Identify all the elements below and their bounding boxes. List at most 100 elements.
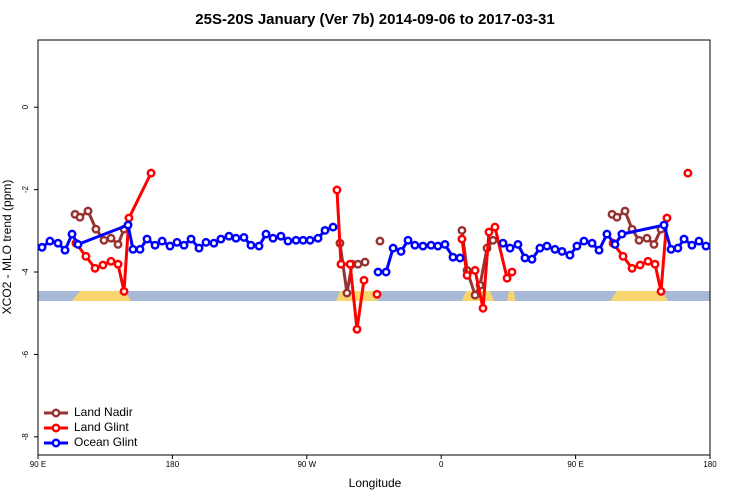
x-tick-label: 180 — [166, 460, 180, 469]
data-point — [60, 245, 70, 255]
data-point — [579, 236, 589, 246]
data-point — [336, 259, 346, 269]
data-point — [305, 235, 315, 245]
x-axis-label: Longitude — [349, 476, 402, 490]
legend-marker — [51, 408, 61, 418]
data-point — [520, 253, 530, 263]
data-point — [216, 234, 226, 244]
land-band — [336, 291, 378, 301]
data-point — [73, 239, 83, 249]
data-point — [353, 259, 363, 269]
data-point — [433, 241, 443, 251]
data-point — [83, 206, 93, 216]
data-point — [172, 237, 182, 247]
y-axis-label: XCO2 - MLO trend (ppm) — [0, 180, 14, 315]
data-point — [643, 256, 653, 266]
data-point — [455, 253, 465, 263]
data-point — [313, 233, 323, 243]
data-point — [507, 267, 517, 277]
data-point — [45, 236, 55, 246]
data-point — [194, 243, 204, 253]
data-point — [150, 240, 160, 250]
data-point — [186, 234, 196, 244]
data-point — [527, 254, 537, 264]
data-point — [535, 243, 545, 253]
data-point — [662, 213, 672, 223]
x-tick-label: 0 — [439, 460, 444, 469]
data-point — [701, 241, 711, 251]
data-point — [157, 236, 167, 246]
data-point — [113, 239, 123, 249]
data-point — [332, 185, 342, 195]
data-point — [505, 243, 515, 253]
data-point — [75, 212, 85, 222]
data-point — [659, 220, 669, 230]
data-point — [656, 286, 666, 296]
data-point — [484, 227, 494, 237]
legend-marker — [51, 438, 61, 448]
data-point — [373, 267, 383, 277]
y-tick-label: -4 — [21, 268, 30, 276]
data-point — [360, 257, 370, 267]
data-point — [694, 236, 704, 246]
data-point — [53, 238, 63, 248]
data-point — [135, 244, 145, 254]
data-point — [410, 240, 420, 250]
land-band — [610, 291, 668, 301]
data-point — [375, 236, 385, 246]
data-point — [81, 251, 91, 261]
data-point — [224, 231, 234, 241]
data-point — [440, 239, 450, 249]
data-point — [627, 263, 637, 273]
data-point — [67, 229, 77, 239]
y-tick-label: -2 — [21, 185, 30, 193]
data-point — [179, 240, 189, 250]
data-point — [231, 233, 241, 243]
data-point — [91, 224, 101, 234]
data-point — [457, 225, 467, 235]
legend-label: Land Glint — [74, 420, 129, 434]
data-point — [498, 238, 508, 248]
x-tick-label: 90 E — [30, 460, 46, 469]
data-point — [620, 206, 630, 216]
data-point — [146, 168, 156, 178]
data-point — [106, 233, 116, 243]
land-band — [72, 291, 131, 301]
data-point — [618, 251, 628, 261]
land-band — [507, 291, 515, 301]
y-tick-label: -6 — [21, 350, 30, 358]
data-point — [352, 324, 362, 334]
data-point — [298, 235, 308, 245]
data-point — [209, 238, 219, 248]
data-point — [283, 236, 293, 246]
data-point — [565, 250, 575, 260]
data-point — [617, 229, 627, 239]
data-point — [683, 168, 693, 178]
data-point — [403, 235, 413, 245]
data-point — [165, 241, 175, 251]
data-point — [124, 213, 134, 223]
data-point — [320, 225, 330, 235]
y-tick-label: 0 — [21, 104, 30, 109]
data-point — [478, 303, 488, 313]
data-point — [673, 243, 683, 253]
data-point — [542, 241, 552, 251]
data-point — [388, 243, 398, 253]
data-point — [372, 289, 382, 299]
data-point — [345, 259, 355, 269]
data-point — [381, 267, 391, 277]
data-point — [246, 240, 256, 250]
data-point — [470, 290, 480, 300]
data-point — [90, 263, 100, 273]
data-point — [396, 246, 406, 256]
data-point — [142, 234, 152, 244]
data-point — [268, 233, 278, 243]
data-point — [587, 238, 597, 248]
data-point — [99, 235, 109, 245]
data-point — [649, 239, 659, 249]
data-point — [448, 252, 458, 262]
data-point — [328, 222, 338, 232]
legend-marker — [51, 423, 61, 433]
